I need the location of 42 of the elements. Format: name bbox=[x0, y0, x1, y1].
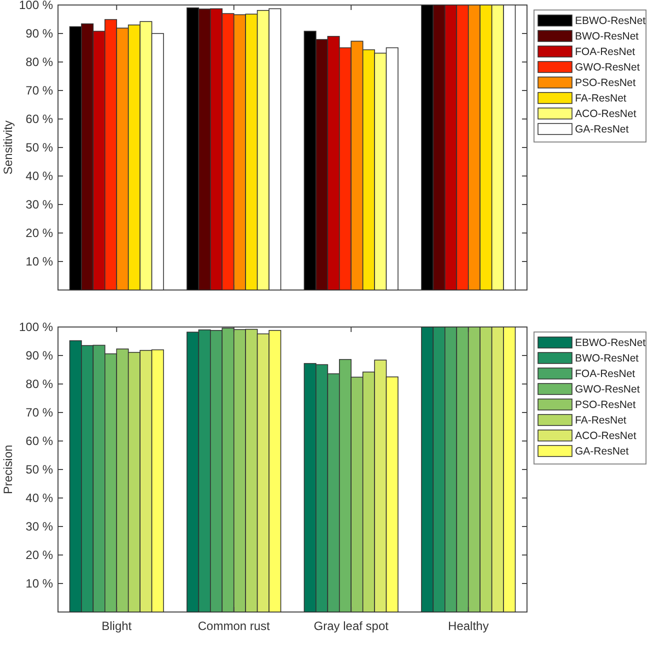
y-tick-label: 50 % bbox=[26, 462, 54, 477]
y-tick-label: 90 % bbox=[26, 348, 54, 363]
legend-label: GA-ResNet bbox=[575, 124, 629, 136]
legend-label: ACO-ResNet bbox=[575, 430, 636, 442]
y-tick-label: 30 % bbox=[26, 198, 54, 212]
legend-label: EBWO-ResNet bbox=[575, 15, 646, 28]
x-tick-label: Common rust bbox=[198, 619, 271, 633]
y-tick-label: 70 % bbox=[26, 84, 54, 98]
legend-label: GA-ResNet bbox=[575, 446, 629, 458]
x-tick-label: Blight bbox=[102, 619, 132, 633]
y-axis-title: Precision bbox=[1, 444, 15, 494]
y-tick-label: 100 % bbox=[18, 320, 54, 334]
y-tick-label: 90 % bbox=[26, 26, 54, 41]
y-tick-label: 50 % bbox=[26, 140, 54, 155]
legend-label: EBWO-ResNet bbox=[575, 337, 646, 350]
y-tick-label: 80 % bbox=[26, 55, 54, 70]
legend-label: BWO-ResNet bbox=[575, 352, 639, 365]
y-tick-label: 10 % bbox=[26, 576, 54, 591]
x-tick-label: Healthy bbox=[448, 619, 489, 633]
x-tick-label: Gray leaf spot bbox=[314, 619, 390, 633]
y-tick-label: 60 % bbox=[26, 434, 54, 448]
legend-label: GWO-ResNet bbox=[575, 62, 640, 74]
legend-label: ACO-ResNet bbox=[575, 108, 636, 120]
y-tick-label: 80 % bbox=[26, 377, 54, 392]
legend-label: FA-ResNet bbox=[575, 414, 626, 427]
legend-label: FOA-ResNet bbox=[575, 368, 636, 380]
y-tick-label: 20 % bbox=[26, 226, 54, 240]
y-tick-label: 10 % bbox=[26, 254, 54, 269]
y-tick-label: 70 % bbox=[26, 406, 54, 420]
legend-label: PSO-ResNet bbox=[575, 77, 636, 90]
legend-label: PSO-ResNet bbox=[575, 399, 636, 412]
y-tick-label: 20 % bbox=[26, 548, 54, 562]
y-tick-label: 60 % bbox=[26, 112, 54, 126]
y-tick-label: 100 % bbox=[18, 0, 54, 12]
legend-label: FA-ResNet bbox=[575, 92, 626, 105]
legend-label: BWO-ResNet bbox=[575, 30, 639, 43]
y-axis-title: Sensitivity bbox=[1, 120, 15, 175]
legend-label: GWO-ResNet bbox=[575, 384, 640, 396]
y-tick-label: 40 % bbox=[26, 169, 54, 184]
y-tick-label: 30 % bbox=[26, 520, 54, 534]
y-tick-label: 40 % bbox=[26, 491, 54, 506]
legend-label: FOA-ResNet bbox=[575, 46, 636, 58]
